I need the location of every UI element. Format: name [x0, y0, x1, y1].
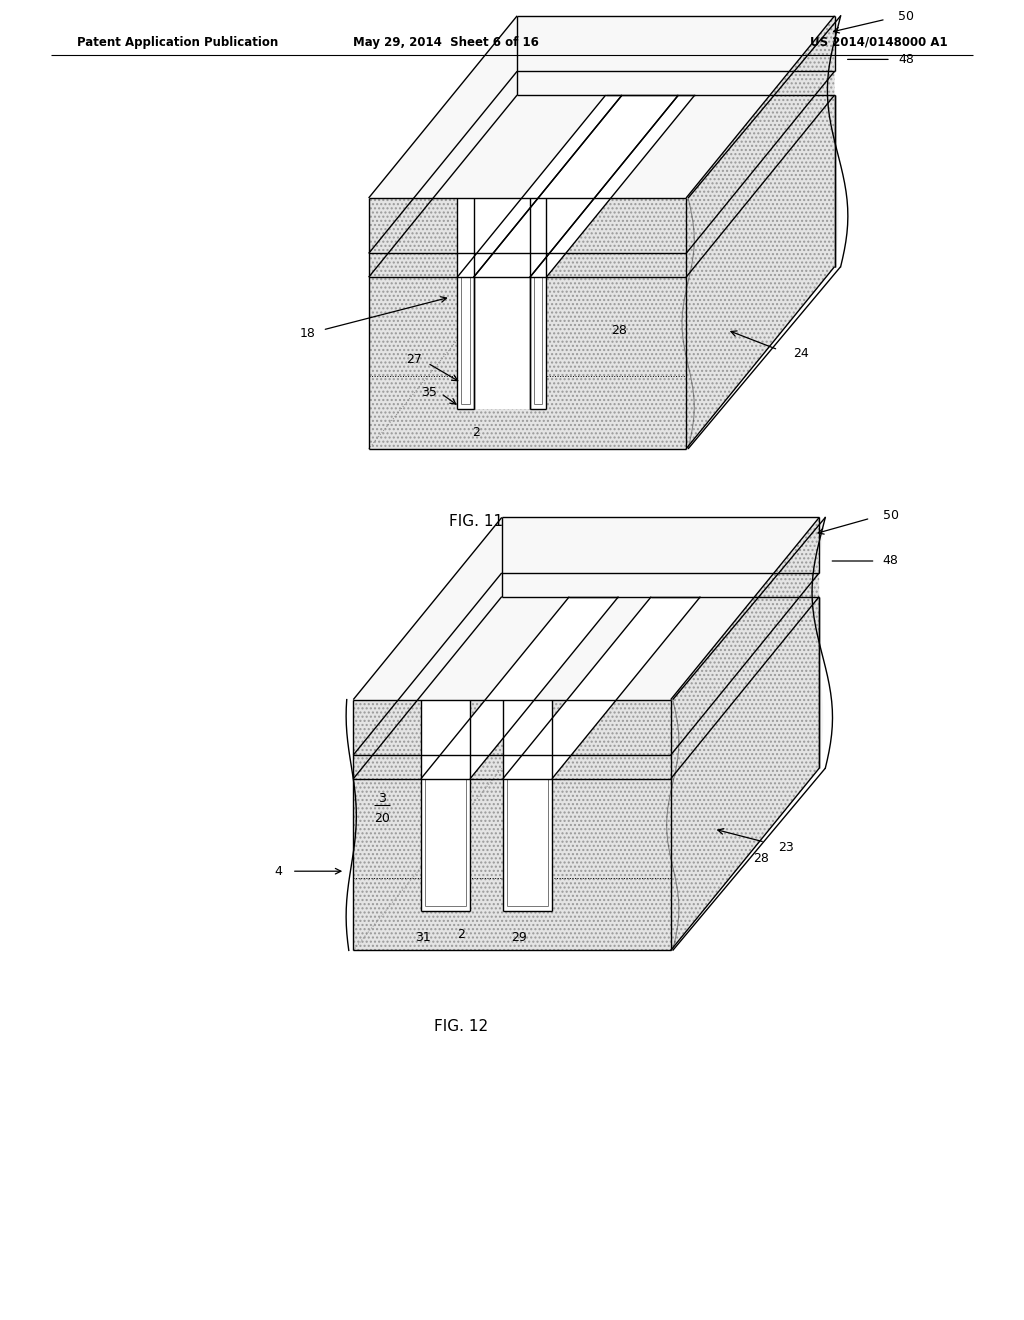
Polygon shape	[686, 95, 835, 449]
Polygon shape	[457, 198, 473, 253]
Polygon shape	[369, 198, 686, 253]
Polygon shape	[678, 16, 839, 449]
Polygon shape	[686, 16, 835, 253]
Polygon shape	[530, 253, 547, 277]
Polygon shape	[369, 16, 835, 198]
Polygon shape	[457, 253, 473, 277]
Polygon shape	[503, 597, 700, 779]
Text: 29: 29	[511, 931, 527, 944]
Polygon shape	[369, 277, 686, 449]
Polygon shape	[503, 755, 552, 779]
Polygon shape	[421, 755, 470, 779]
Text: 20: 20	[374, 812, 390, 825]
Polygon shape	[530, 95, 694, 277]
Text: 2: 2	[457, 928, 465, 941]
Polygon shape	[473, 277, 530, 409]
Polygon shape	[671, 573, 819, 779]
Text: 48: 48	[898, 53, 914, 66]
Text: Patent Application Publication: Patent Application Publication	[77, 36, 279, 49]
Polygon shape	[686, 71, 835, 277]
Polygon shape	[369, 95, 835, 277]
Text: 28: 28	[753, 851, 769, 865]
Text: US 2014/0148000 A1: US 2014/0148000 A1	[810, 36, 947, 49]
Polygon shape	[503, 779, 552, 911]
Text: FIG. 11: FIG. 11	[450, 513, 503, 529]
Text: 4: 4	[274, 865, 283, 878]
Polygon shape	[473, 253, 530, 277]
Text: 50: 50	[898, 11, 914, 24]
Text: 31: 31	[415, 931, 431, 944]
Polygon shape	[663, 517, 823, 950]
Text: 50: 50	[883, 510, 899, 523]
Polygon shape	[530, 198, 547, 253]
Polygon shape	[369, 71, 835, 253]
Polygon shape	[353, 755, 671, 779]
Polygon shape	[353, 779, 671, 950]
Text: 48: 48	[883, 554, 899, 568]
Text: FIG. 12: FIG. 12	[434, 1019, 487, 1035]
Polygon shape	[473, 198, 530, 253]
Polygon shape	[671, 517, 819, 755]
Polygon shape	[421, 597, 618, 779]
Text: 3: 3	[378, 792, 386, 805]
Text: 28: 28	[611, 323, 628, 337]
Polygon shape	[353, 597, 819, 779]
Polygon shape	[473, 95, 678, 277]
Polygon shape	[530, 277, 547, 409]
Text: 2: 2	[472, 426, 480, 440]
Polygon shape	[421, 700, 470, 755]
Text: 23: 23	[778, 841, 794, 854]
Text: 35: 35	[421, 385, 436, 399]
Polygon shape	[671, 597, 819, 950]
Text: 27: 27	[407, 352, 422, 366]
Polygon shape	[353, 700, 671, 755]
Polygon shape	[457, 277, 473, 409]
Text: 24: 24	[794, 347, 809, 360]
Text: May 29, 2014  Sheet 6 of 16: May 29, 2014 Sheet 6 of 16	[352, 36, 539, 49]
Polygon shape	[353, 517, 819, 700]
Polygon shape	[457, 95, 622, 277]
Polygon shape	[353, 573, 819, 755]
Polygon shape	[421, 779, 470, 911]
Polygon shape	[369, 253, 686, 277]
Polygon shape	[503, 700, 552, 755]
Text: 18: 18	[299, 327, 315, 341]
